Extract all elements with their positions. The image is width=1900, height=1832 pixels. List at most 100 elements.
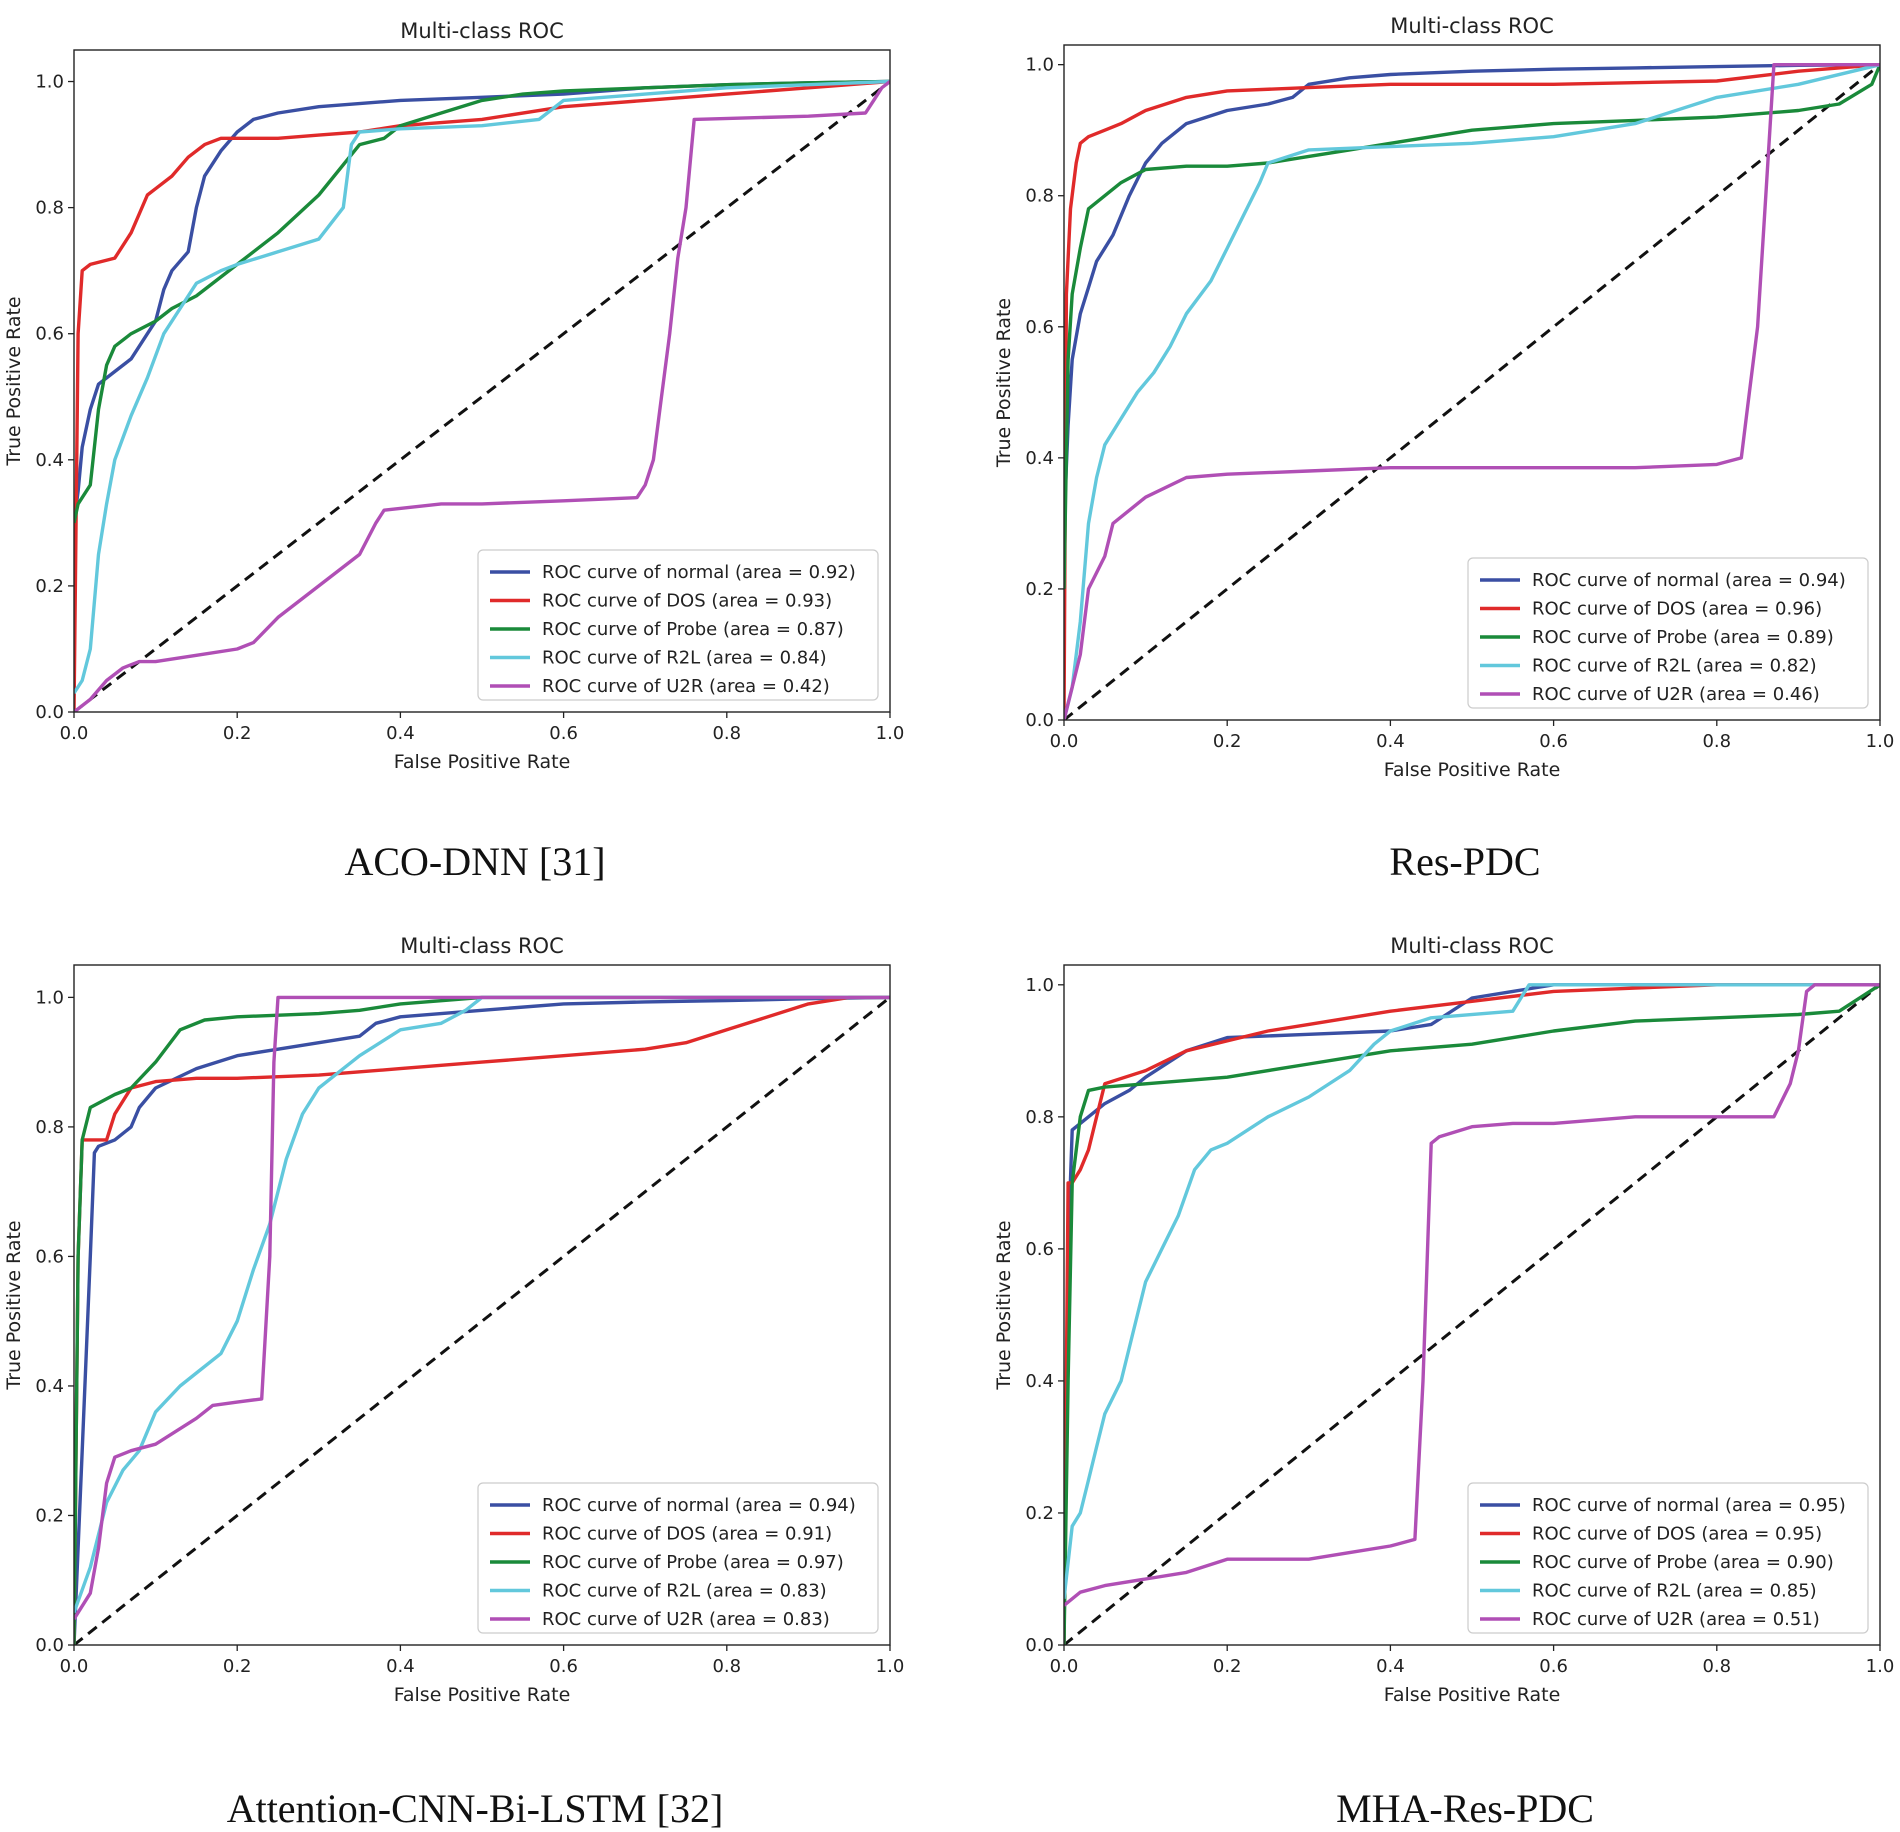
roc-curve-1 bbox=[74, 995, 890, 1645]
y-tick-label: 0.2 bbox=[1025, 579, 1054, 600]
roc-curve-4 bbox=[1064, 983, 1880, 1599]
roc-curve-2 bbox=[74, 79, 890, 712]
roc-curve-1 bbox=[74, 79, 890, 524]
y-tick-label: 0.2 bbox=[35, 1505, 64, 1526]
roc-curve-4 bbox=[1064, 63, 1880, 720]
roc-curve-1 bbox=[1064, 63, 1880, 524]
roc-curve-5 bbox=[74, 80, 890, 712]
y-axis-label: True Positive Rate bbox=[993, 1220, 1015, 1390]
y-tick-label: 0.6 bbox=[35, 324, 64, 345]
y-tick-label: 0.8 bbox=[35, 198, 64, 219]
x-tick-label: 1.0 bbox=[1866, 1656, 1895, 1677]
y-tick-label: 0.0 bbox=[35, 1635, 64, 1656]
y-axis-label: True Positive Rate bbox=[3, 296, 25, 466]
roc-panel-1: Multi-class ROC 0.0 0.2 0.4 0.6 0.8 1.0 0.0 0.2 0… bbox=[0, 0, 950, 900]
x-tick-label: 0.8 bbox=[1702, 731, 1731, 752]
roc-chart-1: Multi-class ROC 0.0 0.2 0.4 0.6 0.8 1.0 0.0 0.2 0… bbox=[3, 19, 905, 773]
roc-panel-3: Multi-class ROC 0.0 0.2 0.4 0.6 0.8 1.0 0.0 0.2 0… bbox=[0, 925, 950, 1831]
x-tick-label: 0.6 bbox=[1539, 1656, 1568, 1677]
chart-title: Multi-class ROC bbox=[400, 934, 564, 958]
legend-box bbox=[1467, 557, 1869, 709]
legend-entry: ROC curve of Probe (area = 0.97) bbox=[542, 1552, 844, 1573]
x-tick-label: 0.8 bbox=[712, 723, 741, 744]
legend-entry: ROC curve of R2L (area = 0.82) bbox=[1532, 656, 1817, 677]
x-tick-label: 0.2 bbox=[223, 1656, 252, 1677]
y-tick-label: 0.8 bbox=[1025, 1107, 1054, 1128]
axes-frame bbox=[1063, 44, 1881, 721]
chance-diagonal bbox=[1064, 983, 1880, 1645]
legend: ROC curve of normal (area = 0.94) ROC cur… bbox=[1467, 557, 1869, 709]
chance-diagonal bbox=[1064, 63, 1880, 720]
x-tick-label: 0.4 bbox=[386, 1656, 415, 1677]
x-axis-label: False Positive Rate bbox=[394, 751, 571, 773]
y-tick-label: 1.0 bbox=[1025, 975, 1054, 996]
legend-entry: ROC curve of R2L (area = 0.83) bbox=[542, 1581, 827, 1602]
legend: ROC curve of normal (area = 0.94) ROC cur… bbox=[477, 1482, 879, 1634]
y-tick-label: 0.0 bbox=[1025, 710, 1054, 731]
y-tick-label: 0.4 bbox=[35, 1376, 64, 1397]
x-tick-label: 0.0 bbox=[60, 723, 89, 744]
legend-entry: ROC curve of DOS (area = 0.96) bbox=[1532, 599, 1822, 620]
y-tick-label: 0.6 bbox=[35, 1246, 64, 1267]
roc-chart-3: Multi-class ROC 0.0 0.2 0.4 0.6 0.8 1.0 0.0 0.2 0… bbox=[3, 934, 904, 1706]
y-tick-label: 1.0 bbox=[35, 987, 64, 1008]
x-tick-label: 0.0 bbox=[60, 1656, 89, 1677]
roc-curve-3 bbox=[74, 79, 890, 524]
chart-title: Multi-class ROC bbox=[400, 19, 564, 43]
roc-chart-2: Multi-class ROC 0.0 0.2 0.4 0.6 0.8 1.0 0.0 0.2 0… bbox=[993, 14, 1894, 781]
legend-entry: ROC curve of U2R (area = 0.83) bbox=[542, 1609, 830, 1630]
y-tick-label: 0.0 bbox=[1025, 1635, 1054, 1656]
legend-entry: ROC curve of normal (area = 0.92) bbox=[542, 562, 856, 583]
y-tick-label: 0.6 bbox=[1025, 1239, 1054, 1260]
roc-curve-5 bbox=[74, 995, 890, 1621]
x-tick-label: 0.6 bbox=[1539, 731, 1568, 752]
roc-curve-3 bbox=[74, 995, 890, 1645]
legend-box bbox=[1467, 1482, 1869, 1634]
legend-entry: ROC curve of normal (area = 0.94) bbox=[1532, 570, 1846, 591]
x-tick-label: 0.0 bbox=[1050, 731, 1079, 752]
y-axis-label: True Positive Rate bbox=[3, 1220, 25, 1390]
x-axis-label: False Positive Rate bbox=[394, 1684, 571, 1706]
roc-curve-3 bbox=[1064, 64, 1880, 589]
chance-diagonal bbox=[74, 996, 890, 1645]
y-tick-label: 0.8 bbox=[1025, 186, 1054, 207]
legend-entry: ROC curve of DOS (area = 0.95) bbox=[1532, 1524, 1822, 1545]
axes-frame bbox=[73, 49, 891, 713]
panel-caption: ACO-DNN [31] bbox=[344, 839, 606, 884]
roc-curve-5 bbox=[1064, 983, 1880, 1607]
x-tick-label: 0.4 bbox=[1376, 731, 1405, 752]
legend-entry: ROC curve of Probe (area = 0.90) bbox=[1532, 1552, 1834, 1573]
y-tick-label: 1.0 bbox=[35, 72, 64, 93]
x-tick-label: 0.2 bbox=[223, 723, 252, 744]
legend-box bbox=[477, 549, 879, 701]
x-tick-label: 0.0 bbox=[1050, 1656, 1079, 1677]
x-tick-label: 0.4 bbox=[1376, 1656, 1405, 1677]
roc-curve-4 bbox=[74, 995, 890, 1614]
legend-entry: ROC curve of R2L (area = 0.85) bbox=[1532, 1581, 1817, 1602]
legend-entry: ROC curve of U2R (area = 0.46) bbox=[1532, 684, 1820, 705]
x-tick-label: 0.8 bbox=[1702, 1656, 1731, 1677]
roc-chart-4: Multi-class ROC 0.0 0.2 0.4 0.6 0.8 1.0 0.0 0.2 0… bbox=[993, 934, 1895, 1706]
x-axis-label: False Positive Rate bbox=[1384, 1684, 1561, 1706]
x-tick-label: 0.4 bbox=[386, 723, 415, 744]
panel-caption: Res-PDC bbox=[1389, 839, 1541, 884]
y-tick-label: 0.6 bbox=[1025, 317, 1054, 338]
legend-entry: ROC curve of normal (area = 0.95) bbox=[1532, 1495, 1846, 1516]
y-tick-label: 1.0 bbox=[1025, 55, 1054, 76]
axes-frame bbox=[1063, 964, 1881, 1646]
x-tick-label: 0.6 bbox=[549, 723, 578, 744]
y-tick-label: 0.8 bbox=[35, 1117, 64, 1138]
y-tick-label: 0.0 bbox=[35, 702, 64, 723]
chance-diagonal bbox=[74, 80, 890, 712]
x-tick-label: 1.0 bbox=[876, 723, 905, 744]
legend-entry: ROC curve of DOS (area = 0.93) bbox=[542, 591, 832, 612]
x-tick-label: 0.2 bbox=[1213, 731, 1242, 752]
y-tick-label: 0.2 bbox=[1025, 1503, 1054, 1524]
y-tick-label: 0.4 bbox=[1025, 448, 1054, 469]
roc-curve-2 bbox=[74, 995, 890, 1645]
y-axis-label: True Positive Rate bbox=[993, 298, 1015, 468]
legend-entry: ROC curve of Probe (area = 0.89) bbox=[1532, 627, 1834, 648]
y-tick-label: 0.2 bbox=[35, 576, 64, 597]
x-tick-label: 0.6 bbox=[549, 1656, 578, 1677]
